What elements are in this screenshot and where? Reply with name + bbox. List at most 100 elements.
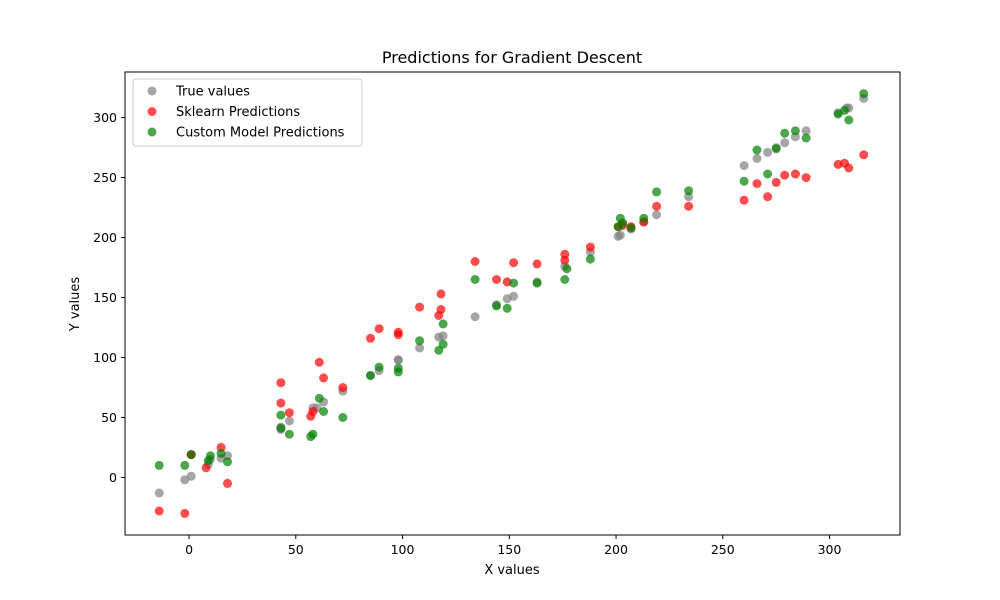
point-2-1 [180,460,190,470]
point-2-36 [652,187,662,197]
point-2-39 [752,145,762,155]
point-2-33 [618,218,627,228]
point-2-18 [393,363,403,373]
point-2-13 [319,407,329,416]
y-tick-label-2: 100 [93,350,117,365]
point-1-28 [560,249,570,259]
point-0-38 [763,147,773,157]
point-2-26 [509,278,519,288]
point-2-22 [438,339,448,349]
point-2-38 [739,176,749,186]
point-0-19 [415,343,425,353]
point-1-37 [752,179,762,189]
point-2-37 [684,186,694,196]
point-2-35 [639,213,649,223]
plot-frame [124,71,901,536]
point-2-23 [470,275,480,284]
point-2-28 [560,275,570,284]
x-tick-label-5: 250 [711,542,735,557]
x-tick-label-4: 200 [604,542,628,557]
series-2 [154,89,869,470]
point-1-5 [223,478,232,488]
point-2-47 [844,115,854,125]
legend-marker-2 [147,127,157,137]
point-2-41 [771,144,781,154]
point-1-3 [201,463,211,473]
legend-label-1: Sklearn Predictions [176,105,300,120]
point-1-22 [470,257,480,266]
point-2-12 [314,393,324,403]
point-2-21 [438,319,448,329]
x-axis-ticks: 0 50 100 150 200 250 300 [185,535,842,557]
point-1-36 [739,195,749,205]
point-2-44 [801,133,811,143]
point-2-30 [585,254,595,264]
y-tick-label-5: 250 [93,170,117,185]
point-1-34 [652,201,662,211]
y-tick-label-1: 50 [101,410,117,425]
point-2-46 [840,105,849,115]
x-tick-label-3: 150 [497,542,521,557]
point-2-7 [276,410,286,420]
point-2-9 [284,429,294,439]
point-1-8 [284,408,294,418]
point-0-21 [438,331,448,341]
x-tick-label-6: 300 [818,542,842,557]
point-0-25 [509,291,519,301]
point-1-38 [763,192,773,202]
legend-label-2: Custom Model Predictions [176,126,345,141]
point-2-15 [366,371,375,380]
point-0-40 [780,138,790,148]
series-0 [154,93,869,498]
point-0-0 [154,488,164,498]
point-1-18 [415,302,425,312]
point-2-43 [790,126,800,136]
point-2-19 [415,336,425,346]
point-2-29 [562,264,572,274]
point-2-14 [338,413,348,422]
point-2-11 [308,429,318,439]
point-0-22 [470,312,480,322]
point-1-35 [684,201,694,211]
data-points [154,89,869,518]
point-1-14 [366,333,375,343]
point-2-48 [859,89,869,99]
legend: True values Sklearn Predictions Custom Mod… [132,78,363,147]
point-2-27 [532,278,542,288]
x-tick-label-1: 50 [288,542,304,557]
point-1-25 [509,258,519,268]
point-1-17 [393,327,403,337]
point-0-37 [752,153,762,163]
point-2-2 [186,450,196,460]
point-1-42 [801,173,811,183]
legend-marker-0 [147,86,157,96]
point-2-4 [205,451,215,461]
point-1-46 [859,150,869,160]
legend-marker-1 [147,107,157,116]
point-2-42 [780,128,790,138]
point-0-34 [652,210,662,220]
point-1-6 [276,378,286,388]
point-2-5 [216,448,226,458]
point-2-16 [374,362,384,372]
point-0-36 [739,161,749,171]
point-0-18 [393,355,403,365]
point-1-15 [374,324,384,334]
point-2-34 [626,223,636,233]
chart-title: Predictions for Gradient Descent [382,48,642,67]
point-1-0 [154,506,164,516]
point-1-20 [436,289,446,299]
point-2-0 [154,460,164,470]
point-2-6 [223,457,232,467]
x-tick-label-0: 0 [185,542,193,557]
point-0-3 [186,471,196,481]
y-tick-label-0: 0 [109,470,117,485]
point-1-21 [436,305,446,314]
point-1-11 [314,357,324,367]
point-1-26 [532,259,542,269]
y-axis-ticks: 0 50 100 150 200 250 300 [93,110,125,485]
legend-box [132,78,363,147]
point-1-10 [308,407,318,416]
x-axis-label: X values [484,563,540,578]
